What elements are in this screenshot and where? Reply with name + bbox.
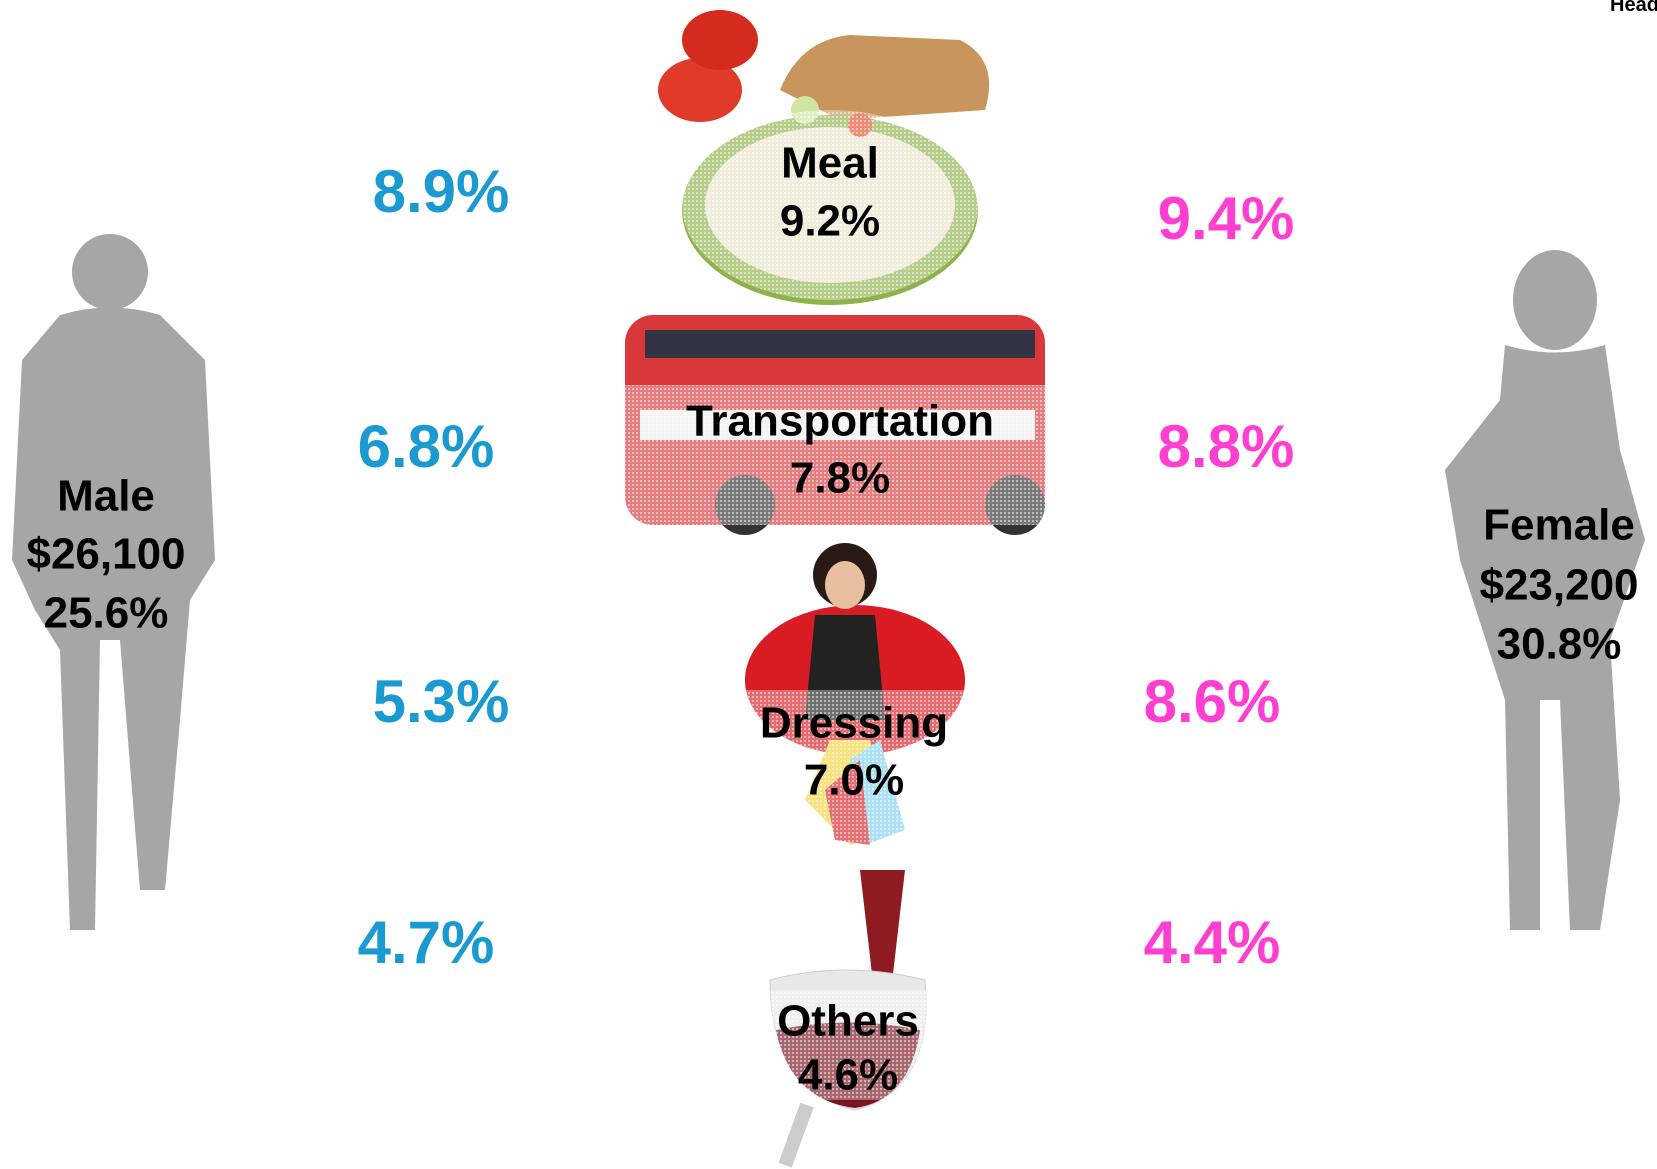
male-label: Male (57, 472, 155, 521)
category-overall: 9.2% (780, 197, 880, 246)
male-percent: 8.9% (373, 158, 510, 225)
male-percent: 4.7% (358, 909, 495, 976)
category-overall: 7.0% (804, 756, 904, 805)
brand-bold: Headline (1610, 0, 1657, 16)
male-income: $26,100 (26, 530, 185, 579)
male-percent: 6.8% (358, 413, 495, 480)
female-income: $23,200 (1479, 561, 1638, 610)
infographic: HeadlineJo (0, 0, 1657, 1169)
female-percent: 8.8% (1158, 413, 1295, 480)
category-name: Dressing (760, 699, 948, 748)
female-percent: 8.6% (1144, 668, 1281, 735)
female-share: 30.8% (1497, 620, 1622, 669)
category-name: Others (777, 997, 919, 1046)
category-name: Meal (781, 139, 879, 188)
female-percent: 4.4% (1144, 909, 1281, 976)
category-overall: 4.6% (798, 1051, 898, 1100)
brand: HeadlineJo (1610, 0, 1657, 16)
male-silhouette (12, 234, 215, 930)
female-label: Female (1483, 501, 1635, 550)
category-overall: 7.8% (790, 454, 890, 503)
male-percent: 5.3% (373, 668, 510, 735)
male-share: 25.6% (44, 589, 169, 638)
female-percent: 9.4% (1158, 185, 1295, 252)
category-name: Transportation (686, 397, 994, 446)
